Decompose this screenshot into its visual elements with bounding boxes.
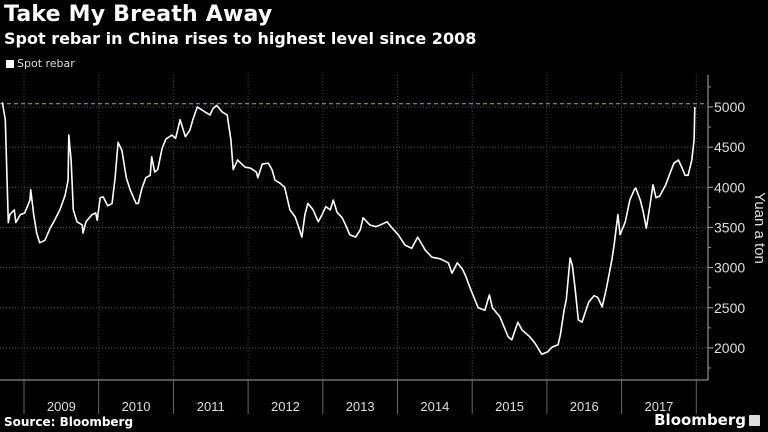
- y-tick-label: 2500: [714, 300, 745, 316]
- x-tick-label: 2012: [271, 399, 300, 414]
- legend-label: Spot rebar: [17, 57, 75, 70]
- y-tick-label: 2000: [714, 340, 745, 356]
- x-tick-label: 2014: [420, 399, 449, 414]
- legend: Spot rebar: [6, 57, 75, 70]
- chart-title: Take My Breath Away: [4, 2, 273, 27]
- y-tick-label: 5000: [714, 99, 745, 115]
- y-axis-label: Yuan a ton: [751, 192, 768, 264]
- brand-name: Bloomberg: [654, 411, 746, 429]
- x-tick-label: 2010: [122, 399, 151, 414]
- y-tick-label: 4500: [714, 139, 745, 155]
- bloomberg-icon: [749, 414, 760, 426]
- legend-swatch: [6, 59, 14, 68]
- x-tick-label: 2011: [197, 399, 225, 414]
- chart-subtitle: Spot rebar in China rises to highest lev…: [4, 29, 477, 48]
- x-tick-label: 2015: [495, 399, 524, 414]
- series-line-spot-rebar: [1, 102, 696, 356]
- x-tick-label: 2017: [644, 399, 673, 414]
- x-tick-label: 2013: [346, 399, 375, 414]
- source-note: Source: Bloomberg: [4, 415, 134, 429]
- y-tick-label: 4000: [714, 179, 745, 195]
- brand-logo: Bloomberg: [654, 411, 760, 429]
- x-tick-label: 2016: [570, 399, 599, 414]
- y-tick-label: 3500: [714, 219, 745, 235]
- x-tick-label: 2009: [47, 399, 76, 414]
- y-tick-label: 3000: [714, 260, 745, 276]
